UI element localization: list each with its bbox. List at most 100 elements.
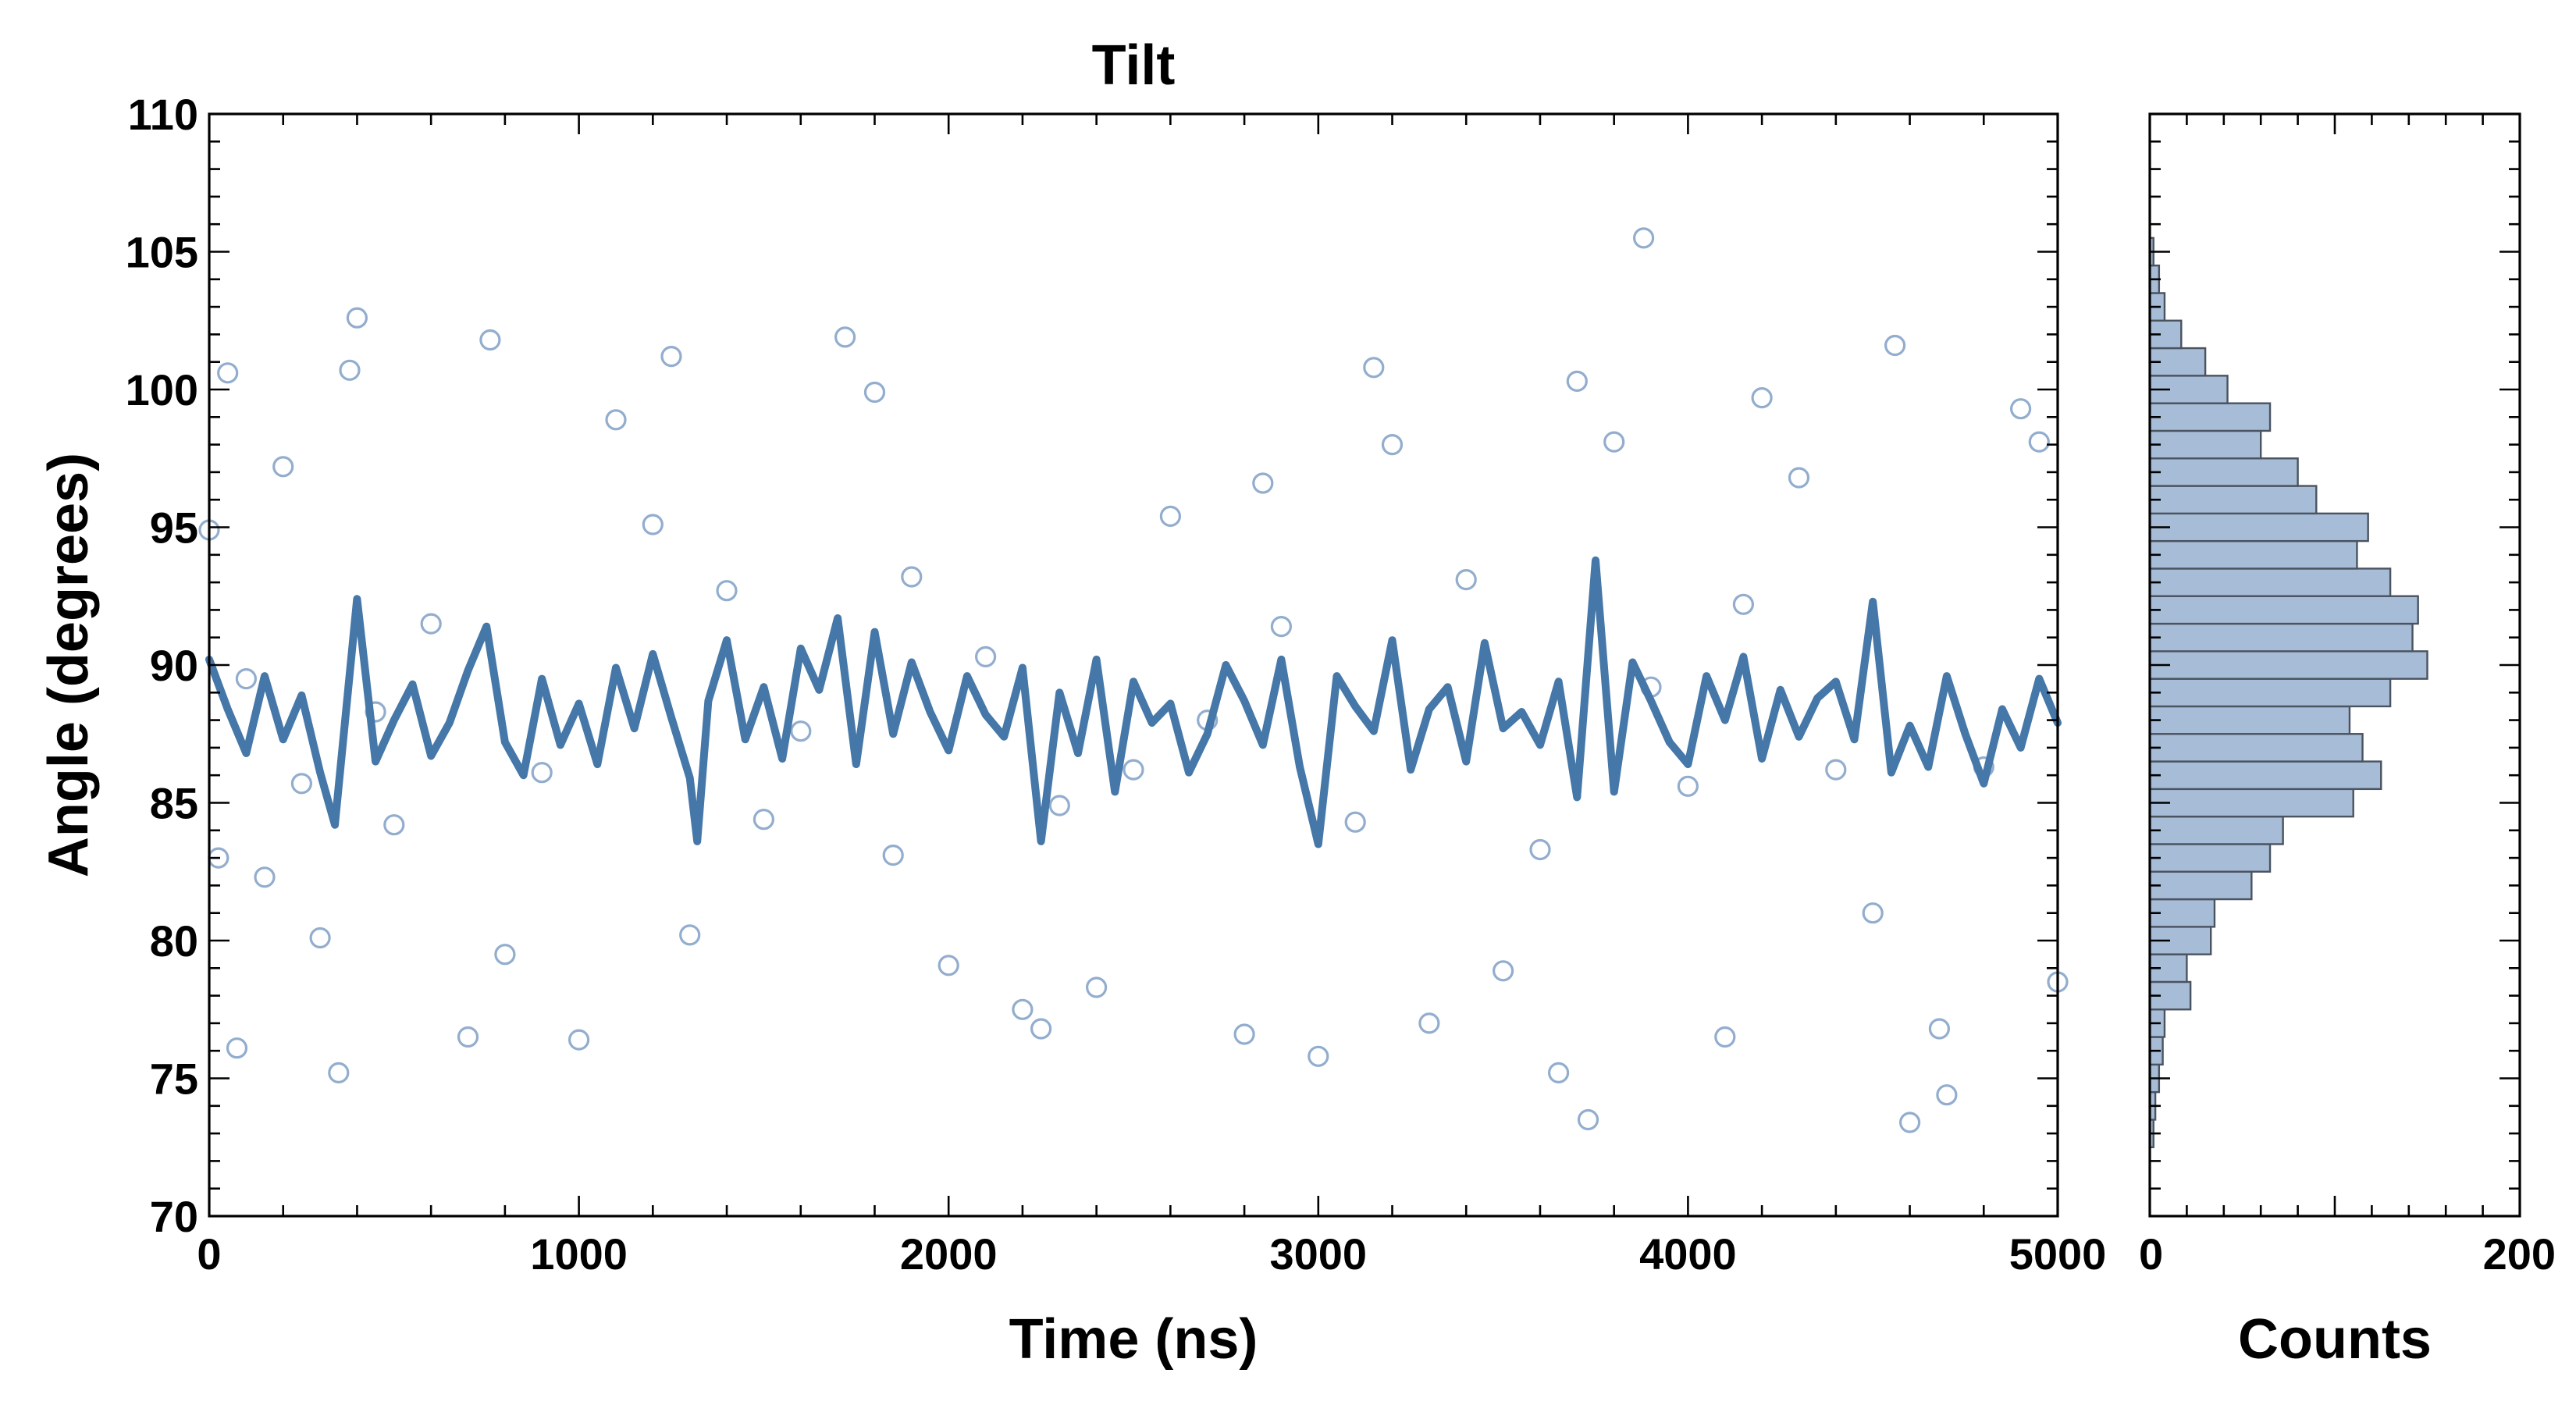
scatter-point xyxy=(1603,431,1625,453)
scatter-point xyxy=(834,326,856,348)
scatter-point xyxy=(1577,1108,1599,1131)
main-plot-frame xyxy=(208,112,2059,1218)
histogram-bar xyxy=(2148,788,2354,818)
histogram-bar xyxy=(2148,843,2272,873)
scatter-point xyxy=(1677,775,1699,797)
scatter-point xyxy=(863,381,886,404)
scatter-point xyxy=(457,1026,479,1048)
histogram-bar xyxy=(2148,567,2392,597)
scatter-point xyxy=(494,944,516,966)
scatter-point xyxy=(938,955,959,976)
y-tick-label: 80 xyxy=(150,916,198,966)
scatter-point xyxy=(339,359,361,381)
scatter-point xyxy=(1862,902,1884,924)
scatter-point xyxy=(1788,467,1810,489)
scatter-point xyxy=(479,329,501,351)
scatter-point xyxy=(882,844,904,866)
scatter-point xyxy=(1492,960,1514,982)
scatter-point xyxy=(1529,838,1551,861)
scatter-point xyxy=(1547,1062,1570,1084)
scatter-point xyxy=(1936,1084,1958,1106)
y-tick-label: 105 xyxy=(126,228,198,277)
histogram-bar xyxy=(2148,678,2392,708)
scatter-point xyxy=(1030,1018,1052,1040)
scatter-point xyxy=(1928,1018,1950,1040)
scatter-point xyxy=(1732,593,1754,615)
y-tick-label: 70 xyxy=(150,1192,198,1241)
histogram-bar xyxy=(2148,595,2419,625)
histogram-bar xyxy=(2148,485,2318,515)
scatter-point xyxy=(1899,1112,1921,1133)
scatter-point xyxy=(1825,759,1847,781)
x-tick-label: 5000 xyxy=(2009,1229,2107,1279)
scatter-point xyxy=(1751,387,1773,409)
scatter-point xyxy=(568,1029,590,1051)
histogram-bar xyxy=(2148,733,2364,763)
scatter-points xyxy=(198,227,2069,1133)
scatter-point xyxy=(226,1037,248,1059)
histogram-bar xyxy=(2148,760,2382,791)
main-axis-ticks: 0 1000 2000 3000 4000 5000 70 75 80 85 90 95 100 105 1… xyxy=(126,90,2107,1279)
histogram-bar xyxy=(2148,650,2428,680)
x-tick-label: 3000 xyxy=(1270,1229,1368,1279)
scatter-point xyxy=(1085,976,1108,998)
histogram-frame xyxy=(2148,112,2521,1218)
scatter-point xyxy=(1308,1045,1329,1067)
scatter-point xyxy=(974,646,997,668)
scatter-point xyxy=(605,409,627,431)
scatter-point xyxy=(254,866,276,888)
scatter-point xyxy=(346,307,368,329)
histogram-bar xyxy=(2148,815,2284,845)
scatter-point xyxy=(753,809,775,831)
scatter-point xyxy=(420,613,442,635)
scatter-point xyxy=(1455,568,1477,591)
x-tick-label: 4000 xyxy=(1639,1229,1737,1279)
scatter-point xyxy=(1884,334,1906,357)
scatter-point xyxy=(1363,357,1385,379)
main-plot: 0 1000 2000 3000 4000 5000 70 75 80 85 90 95 100 105 1… xyxy=(126,90,2107,1279)
y-tick-label: 100 xyxy=(126,365,198,414)
scatter-point xyxy=(1714,1026,1736,1048)
scatter-point xyxy=(1048,795,1070,816)
scatter-point xyxy=(328,1062,350,1084)
scatter-point xyxy=(1233,1023,1255,1045)
chart-title: Tilt xyxy=(1092,34,1176,97)
scatter-point xyxy=(383,814,405,836)
scatter-point xyxy=(1012,998,1034,1020)
scatter-point xyxy=(1344,811,1366,833)
x-axis-title: Time (ns) xyxy=(1009,1308,1258,1371)
scatter-point xyxy=(790,720,812,742)
scatter-point xyxy=(272,456,294,478)
running-average-line xyxy=(205,556,2062,848)
scatter-point xyxy=(217,362,239,384)
scatter-point xyxy=(716,580,738,602)
y-tick-label: 90 xyxy=(150,641,198,690)
histogram-axis-ticks: 0 200 xyxy=(2139,112,2556,1279)
histogram-plot: 0 200 xyxy=(2139,112,2556,1279)
scatter-point xyxy=(235,667,257,690)
histogram-bar xyxy=(2148,622,2414,653)
hist-x-tick-label: 0 xyxy=(2139,1229,2163,1279)
histogram-bars xyxy=(2148,237,2428,1148)
histogram-bar xyxy=(2148,539,2358,570)
scatter-point xyxy=(1270,615,1293,638)
scatter-point xyxy=(1633,227,1655,249)
scatter-point xyxy=(1381,433,1404,456)
y-axis-title: Angle (degrees) xyxy=(37,453,100,877)
scatter-point xyxy=(642,514,664,535)
scatter-point xyxy=(290,773,312,795)
scatter-point xyxy=(679,924,701,946)
y-tick-label: 85 xyxy=(150,779,198,828)
histogram-bar xyxy=(2148,870,2253,901)
scatter-point xyxy=(309,927,331,949)
x-tick-label: 2000 xyxy=(900,1229,998,1279)
histogram-bar xyxy=(2148,705,2351,735)
scatter-point xyxy=(901,566,923,588)
scatter-point xyxy=(1418,1012,1440,1034)
hist-x-tick-label: 200 xyxy=(2483,1229,2556,1279)
x-tick-label: 1000 xyxy=(530,1229,628,1279)
y-tick-label: 75 xyxy=(150,1055,198,1104)
y-tick-label: 110 xyxy=(128,90,198,139)
scatter-point xyxy=(1566,370,1588,392)
